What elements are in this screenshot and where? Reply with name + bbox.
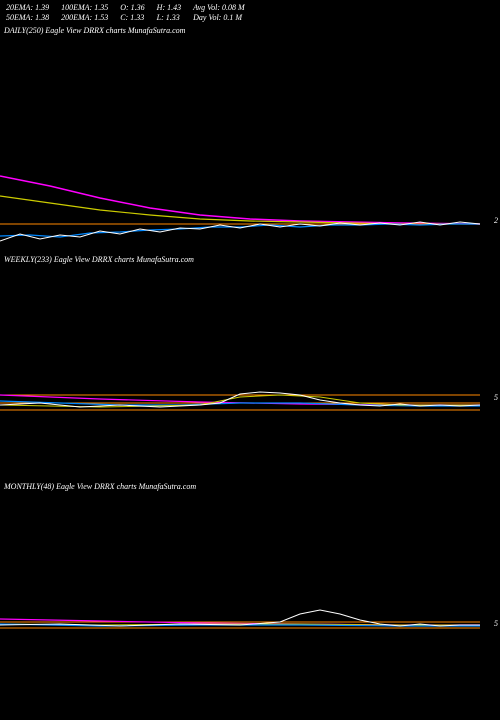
stat-label: H: (157, 3, 167, 12)
stat-value: 1.35 (94, 3, 108, 12)
stat-cell: Day Vol: 0.1 M (193, 14, 255, 22)
chart-line (0, 392, 480, 407)
stat-value: 0.08 M (222, 3, 245, 12)
stat-label: Avg Vol: (193, 3, 222, 12)
stat-label: 20EMA: (6, 3, 35, 12)
stat-value: 1.53 (94, 13, 108, 22)
chart-svg (0, 502, 500, 712)
panel-title: DAILY(250) Eagle View DRRX charts Munafa… (4, 26, 185, 35)
stat-value: 1.43 (167, 3, 181, 12)
chart-svg (0, 46, 500, 256)
chart-line (0, 196, 480, 224)
stat-cell: Avg Vol: 0.08 M (193, 4, 255, 12)
stat-label: C: (120, 13, 130, 22)
header-stats: 20EMA: 1.39100EMA: 1.35O: 1.36H: 1.43Avg… (4, 2, 257, 24)
chart-line (0, 176, 480, 224)
stat-cell: 100EMA: 1.35 (61, 4, 118, 12)
chart-panel: DAILY(250) Eagle View DRRX charts Munafa… (0, 26, 500, 256)
stat-cell: L: 1.33 (157, 14, 191, 22)
stat-label: 50EMA: (6, 13, 35, 22)
stat-value: 0.1 M (223, 13, 242, 22)
stat-cell: H: 1.43 (157, 4, 191, 12)
axis-label: 5 (494, 619, 498, 628)
panel-title: MONTHLY(48) Eagle View DRRX charts Munaf… (4, 482, 196, 491)
panel-title: WEEKLY(233) Eagle View DRRX charts Munaf… (4, 255, 194, 264)
chart-line (0, 224, 480, 237)
stat-value: 1.38 (35, 13, 49, 22)
stat-label: L: (157, 13, 166, 22)
stat-cell: 20EMA: 1.39 (6, 4, 59, 12)
stat-cell: O: 1.36 (120, 4, 154, 12)
chart-svg (0, 275, 500, 485)
stat-label: O: (120, 3, 130, 12)
chart-panel: WEEKLY(233) Eagle View DRRX charts Munaf… (0, 255, 500, 485)
stat-value: 1.39 (35, 3, 49, 12)
axis-label: 5 (494, 393, 498, 402)
stat-label: Day Vol: (193, 13, 223, 22)
stat-label: 100EMA: (61, 3, 94, 12)
stat-value: 1.36 (131, 3, 145, 12)
stat-value: 1.33 (166, 13, 180, 22)
stat-cell: 200EMA: 1.53 (61, 14, 118, 22)
stat-cell: C: 1.33 (120, 14, 154, 22)
stat-label: 200EMA: (61, 13, 94, 22)
stat-value: 1.33 (130, 13, 144, 22)
chart-panel: MONTHLY(48) Eagle View DRRX charts Munaf… (0, 482, 500, 712)
axis-label: 2 (494, 216, 498, 225)
stat-cell: 50EMA: 1.38 (6, 14, 59, 22)
